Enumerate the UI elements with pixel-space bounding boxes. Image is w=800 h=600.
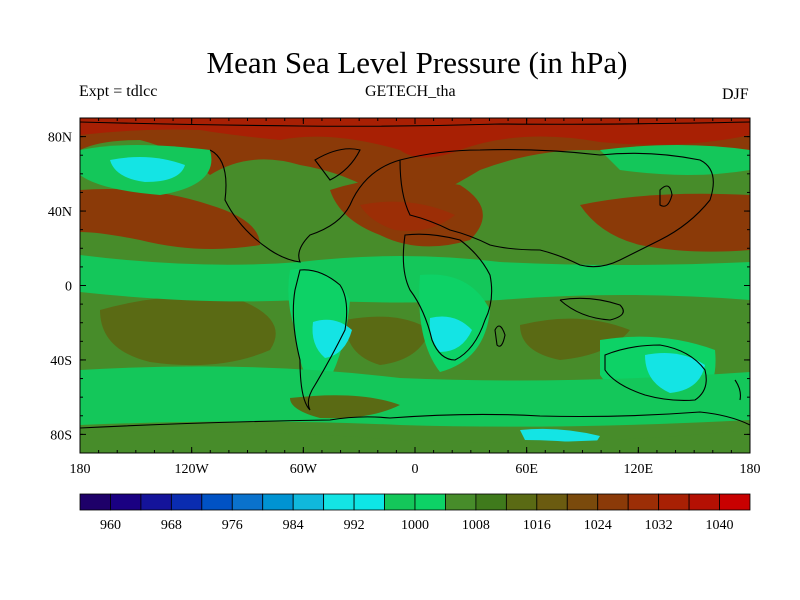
season-label: DJF xyxy=(722,86,749,103)
polar-high xyxy=(80,118,750,158)
x-tick-label: 60W xyxy=(290,462,318,477)
colorbar-label: 1024 xyxy=(584,518,612,533)
north-pacific-high xyxy=(80,189,260,249)
x-tick-label: 120W xyxy=(175,462,210,477)
coastlines xyxy=(80,121,750,429)
south-america-coast xyxy=(292,269,348,411)
y-tick-label: 80N xyxy=(48,131,72,146)
dataset-label: GETECH_tha xyxy=(365,83,456,100)
antarctic-low-patch xyxy=(520,428,600,444)
colorbar-swatch xyxy=(170,493,203,511)
x-tick-label: 180 xyxy=(70,462,91,477)
colorbar-label: 1000 xyxy=(401,518,429,533)
x-tick-label: 180 xyxy=(740,462,761,477)
colorbar-swatch xyxy=(414,493,446,511)
africa-coast xyxy=(402,233,493,361)
colorbar-swatch xyxy=(597,493,629,511)
greenland-coast xyxy=(314,148,361,181)
x-tick-label: 120E xyxy=(624,462,654,477)
colorbar-swatch xyxy=(688,493,720,511)
x-tick-label: 0 xyxy=(412,462,419,477)
north-america-coast xyxy=(209,149,401,263)
siberian-high-core xyxy=(360,201,455,231)
y-tick-label: 0 xyxy=(65,280,72,295)
colorbar-swatch xyxy=(566,493,599,511)
west-pacific-high xyxy=(580,193,750,252)
x-tick-label: 60E xyxy=(515,462,538,477)
colorbar-swatch xyxy=(536,493,568,511)
colorbar-swatch xyxy=(658,493,690,511)
map-title: Mean Sea Level Pressure (in hPa) xyxy=(206,45,628,80)
arctic-coast xyxy=(80,121,750,127)
antarctic-band xyxy=(80,430,750,453)
y-tick-label: 40N xyxy=(48,205,72,220)
colorbar-swatch xyxy=(262,493,294,511)
australia-coast xyxy=(604,344,707,401)
colorbar-label: 984 xyxy=(283,518,304,533)
indonesia-coast xyxy=(559,297,624,321)
south-america-low-core xyxy=(312,319,352,358)
colorbar-label: 960 xyxy=(100,518,121,533)
colorbar-swatch xyxy=(353,493,385,511)
southern-ocean-trough xyxy=(80,366,750,427)
colorbar-swatch xyxy=(110,493,142,511)
aleutian-low-core xyxy=(110,156,185,182)
colorbar-label: 1032 xyxy=(645,518,673,533)
japan-coast xyxy=(659,185,673,207)
colorbar-swatch xyxy=(505,493,538,511)
south-atlantic-high xyxy=(345,316,430,365)
pressure-field xyxy=(80,118,750,453)
australia-low-core xyxy=(645,352,705,393)
x-axis: 180 120W 60W 0 60E 120E 180 xyxy=(70,118,761,477)
colorbar-label: 1008 xyxy=(462,518,490,533)
colorbar-swatch xyxy=(475,493,507,511)
eurasia-coast xyxy=(399,149,714,268)
africa-low-core xyxy=(429,316,472,352)
madagascar-coast xyxy=(494,325,506,347)
colorbar-label: 968 xyxy=(161,518,182,533)
weddell-high xyxy=(290,395,400,419)
y-axis: 80N 40N 0 40S 80S xyxy=(48,131,750,443)
new-zealand-coast xyxy=(734,379,741,401)
colorbar-label: 1016 xyxy=(523,518,551,533)
colorbar-swatch xyxy=(201,493,233,511)
experiment-label: Expt = tdlcc xyxy=(79,83,158,100)
colorbar-swatch xyxy=(140,493,172,511)
y-tick-label: 80S xyxy=(50,428,72,443)
pacific-low xyxy=(600,145,750,175)
colorbar-swatch xyxy=(323,493,355,511)
colorbar: 960 968 976 984 992 1000 1008 1016 1024 1032 1040 xyxy=(79,493,751,533)
antarctica-coast xyxy=(80,411,750,429)
colorbar-swatch xyxy=(231,493,264,511)
northern-high-band xyxy=(80,118,750,210)
colorbar-label: 992 xyxy=(344,518,365,533)
colorbar-swatch xyxy=(79,493,111,511)
colorbar-swatch xyxy=(719,493,751,511)
colorbar-swatch xyxy=(384,493,416,511)
colorbar-label: 976 xyxy=(222,518,243,533)
colorbar-swatch xyxy=(627,493,660,511)
colorbar-label: 1040 xyxy=(706,518,734,533)
colorbar-swatch xyxy=(292,493,325,511)
south-pacific-high xyxy=(100,296,276,366)
colorbar-swatch xyxy=(445,493,477,511)
y-tick-label: 40S xyxy=(50,354,72,369)
equatorial-trough xyxy=(80,255,750,303)
